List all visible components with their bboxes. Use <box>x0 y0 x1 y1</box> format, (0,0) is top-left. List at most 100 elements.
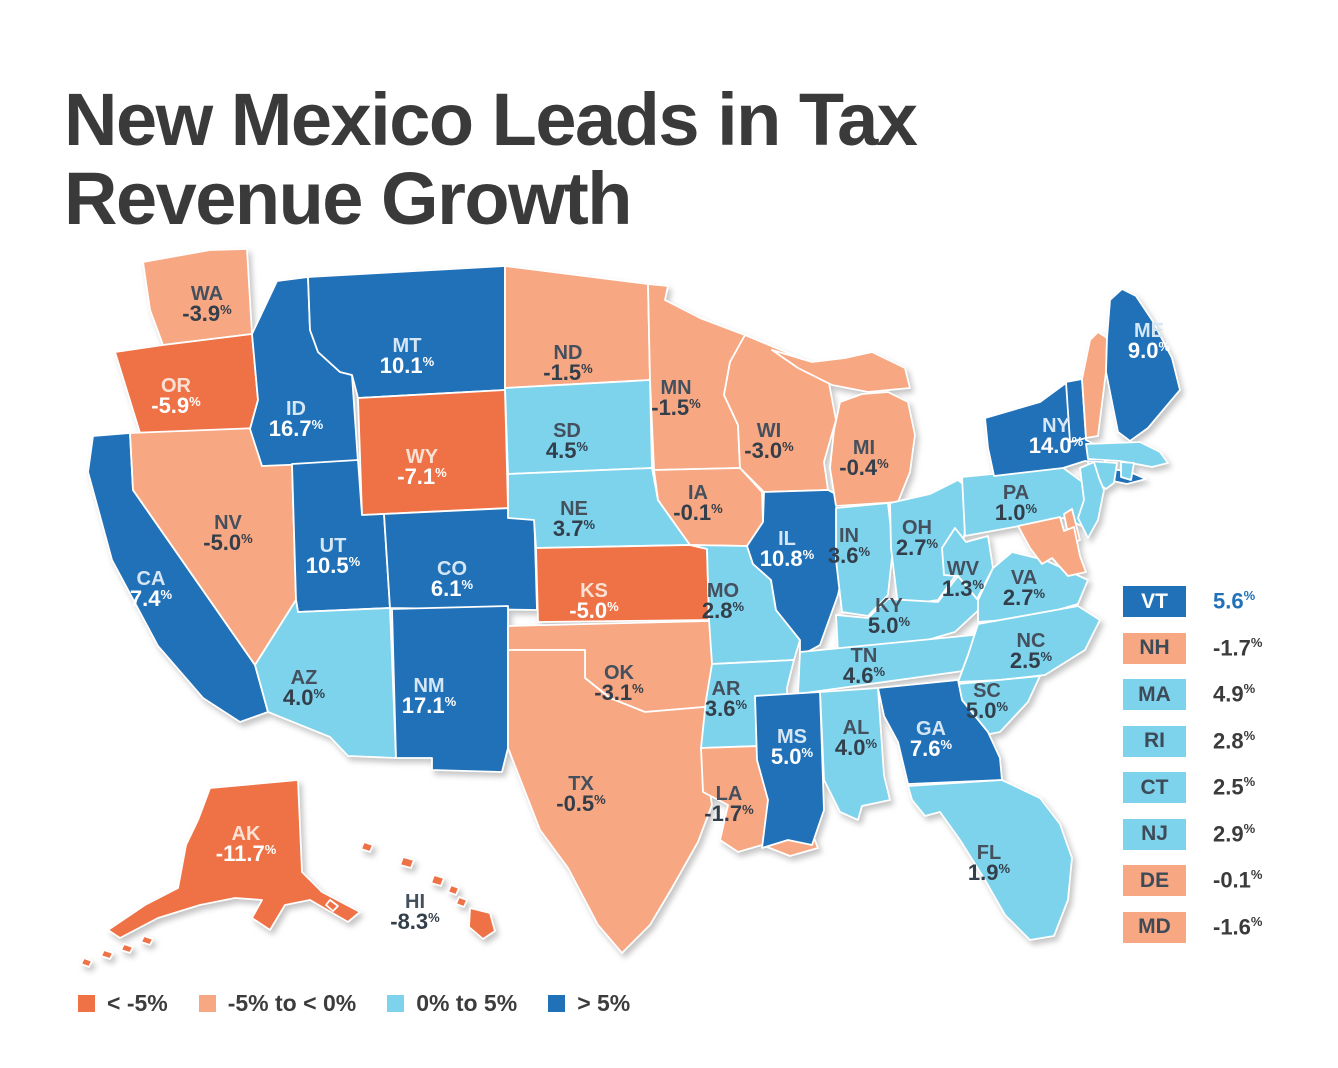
state-ak-part4 <box>140 935 154 946</box>
side-state-box-nj: NJ <box>1123 818 1186 850</box>
state-in <box>835 502 894 617</box>
state-label-al: AL <box>843 717 870 739</box>
state-label-va: VA <box>1011 567 1037 589</box>
state-value-oh: 2.7% <box>896 535 939 560</box>
state-ri <box>1120 461 1135 481</box>
side-state-vt: VT 5.6% <box>1123 586 1262 617</box>
state-labels-group: WA-3.9%OR-5.9%CA7.4%NV-5.0%ID16.7%MT10.1… <box>130 283 1171 934</box>
state-hi-part4 <box>455 896 468 908</box>
legend-bin-gt_5: > 5% <box>548 990 630 1017</box>
state-mi <box>771 349 911 393</box>
state-label-mo: MO <box>707 580 739 602</box>
state-value-ca: 7.4% <box>130 586 173 611</box>
state-al <box>819 687 891 821</box>
side-state-md: MD -1.6% <box>1123 911 1263 943</box>
state-value-mo: 2.8% <box>702 598 745 623</box>
state-hi <box>360 841 374 853</box>
legend-label-zero_to_5: 0% to 5% <box>416 990 518 1016</box>
side-state-box-ct: CT <box>1123 772 1186 803</box>
state-value-nd: -1.5% <box>543 360 593 385</box>
state-label-ga: GA <box>916 718 946 740</box>
state-label-mi: MI <box>853 437 875 459</box>
legend-label-lt_minus5: < -5% <box>107 990 168 1016</box>
state-ma <box>1085 441 1169 468</box>
state-label-az: AZ <box>291 667 318 689</box>
legend-bin-minus5_to_0: -5% to < 0% <box>198 990 356 1017</box>
state-label-nd: ND <box>554 342 583 364</box>
state-label-tx: TX <box>568 773 594 795</box>
state-hi-part5 <box>468 907 496 940</box>
state-label-wv: WV <box>947 558 980 580</box>
state-label-sd: SD <box>553 420 581 442</box>
state-value-il: 10.8% <box>760 546 815 571</box>
state-value-ak: -11.7% <box>216 841 277 866</box>
state-value-sd: 4.5% <box>546 438 589 463</box>
state-label-sc: SC <box>973 680 1001 702</box>
state-label-ne: NE <box>560 498 588 520</box>
state-value-pa: 1.0% <box>995 500 1038 525</box>
state-value-ny: 14.0% <box>1029 433 1084 458</box>
state-mi-part1 <box>829 391 916 507</box>
state-label-ny: NY <box>1042 415 1070 437</box>
state-label-ar: AR <box>712 678 741 700</box>
side-state-value-md: -1.6% <box>1213 913 1263 940</box>
state-hi-part3 <box>447 884 460 896</box>
side-state-box-vt: VT <box>1123 586 1186 617</box>
state-nh <box>1081 331 1108 439</box>
state-label-co: CO <box>437 558 467 580</box>
state-az <box>254 599 397 759</box>
state-value-nm: 17.1% <box>402 693 457 718</box>
state-hi-part2 <box>430 874 445 887</box>
state-value-ut: 10.5% <box>306 553 361 578</box>
state-label-wa: WA <box>191 283 223 305</box>
state-label-id: ID <box>286 398 306 420</box>
state-label-ky: KY <box>875 595 903 617</box>
state-wv <box>941 527 994 600</box>
state-label-ok: OK <box>604 662 635 684</box>
state-ak-part3 <box>120 943 134 954</box>
side-state-ri: RI 2.8% <box>1123 725 1262 757</box>
state-value-mi: -0.4% <box>839 455 889 480</box>
legend-swatch-lt_minus5 <box>78 995 95 1012</box>
state-value-wa: -3.9% <box>182 301 232 326</box>
side-state-value-vt: 5.6% <box>1213 588 1256 614</box>
state-value-la: -1.7% <box>704 801 754 826</box>
side-state-value-ma: 4.9% <box>1213 681 1256 707</box>
state-tx <box>507 649 722 954</box>
state-ak <box>107 779 361 939</box>
side-state-ma: MA 4.9% <box>1123 679 1262 710</box>
state-label-ca: CA <box>137 568 166 590</box>
state-label-me: ME <box>1134 320 1164 342</box>
state-label-oh: OH <box>902 517 932 539</box>
state-label-nm: NM <box>413 675 444 697</box>
side-state-value-nj: 2.9% <box>1213 820 1256 847</box>
state-label-il: IL <box>778 528 796 550</box>
state-label-tn: TN <box>851 645 878 667</box>
side-state-value-ct: 2.5% <box>1213 774 1256 800</box>
state-value-ar: 3.6% <box>705 696 748 721</box>
state-label-fl: FL <box>977 842 1001 864</box>
side-state-nh: NH -1.7% <box>1123 632 1262 664</box>
state-value-ga: 7.6% <box>910 736 953 761</box>
state-nc <box>957 605 1101 683</box>
side-state-value-ri: 2.8% <box>1213 727 1256 754</box>
state-value-ky: 5.0% <box>868 613 911 638</box>
state-value-ne: 3.7% <box>553 516 596 541</box>
state-value-al: 4.0% <box>835 735 878 760</box>
legend-swatch-zero_to_5 <box>387 995 405 1012</box>
state-label-la: LA <box>716 783 743 805</box>
side-state-ct: CT 2.5% <box>1123 772 1262 803</box>
page-title: New Mexico Leads in Tax Revenue Growth <box>64 80 1164 238</box>
state-value-mn: -1.5% <box>651 395 701 420</box>
state-value-ms: 5.0% <box>771 744 814 769</box>
state-value-id: 16.7% <box>269 416 324 441</box>
state-label-wy: WY <box>406 446 439 468</box>
state-label-pa: PA <box>1003 482 1029 504</box>
state-value-nc: 2.5% <box>1010 648 1053 673</box>
color-bin-legend: < -5% -5% to < 0% 0% to 5% > 5% <box>78 990 661 1017</box>
page-title-line1: New Mexico Leads in Tax <box>64 77 918 161</box>
state-value-nv: -5.0% <box>203 530 253 555</box>
state-value-az: 4.0% <box>283 685 326 710</box>
legend-bin-zero_to_5: 0% to 5% <box>387 990 517 1017</box>
